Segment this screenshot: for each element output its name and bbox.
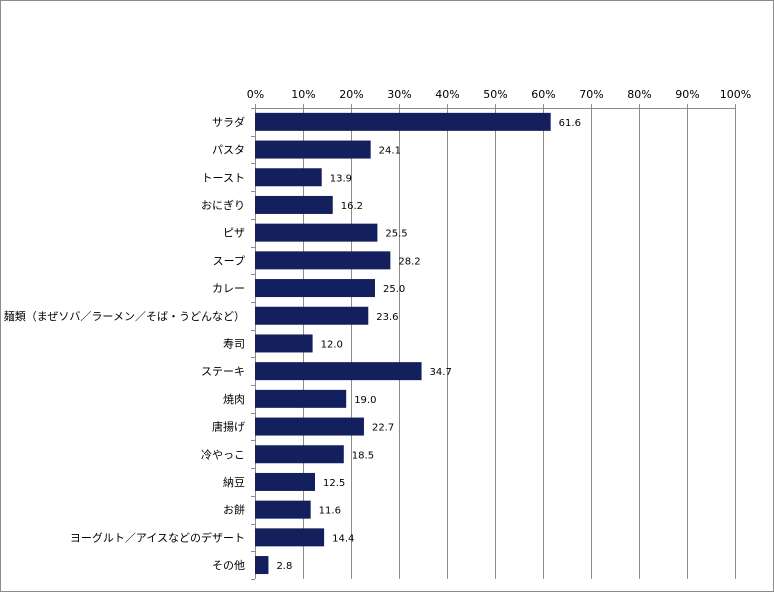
bar [255, 556, 269, 575]
gridlines [251, 104, 736, 580]
category-label: カレー [212, 282, 245, 295]
value-label: 12.5 [323, 478, 345, 489]
value-label: 19.0 [354, 395, 376, 406]
x-tick-label: 80% [627, 88, 651, 101]
category-label: 麺類（まぜソバ／ラーメン／そば・うどんなど） [4, 310, 245, 323]
bar [255, 472, 315, 491]
category-label: スープ [213, 254, 245, 267]
category-label: お餅 [223, 503, 245, 517]
category-labels: サラダパスタトーストおにぎりピザスープカレー麺類（まぜソバ／ラーメン／そば・うど… [4, 115, 245, 572]
x-tick-label: 60% [531, 88, 555, 101]
value-label: 14.4 [332, 533, 354, 544]
bar [255, 279, 375, 298]
category-label: ステーキ [201, 365, 245, 378]
value-label: 11.6 [319, 506, 341, 517]
x-tick-label: 30% [387, 88, 411, 101]
category-label: ヨーグルト／アイスなどのデザート [70, 530, 245, 544]
category-label: 冷やっこ [201, 448, 245, 461]
bar [255, 389, 347, 408]
x-tick-label: 100% [720, 88, 751, 101]
bar [255, 140, 371, 159]
category-label: パスタ [212, 144, 245, 157]
category-label: ピザ [223, 227, 245, 240]
value-label: 24.1 [379, 146, 401, 157]
x-tick-label: 90% [675, 88, 699, 101]
value-label: 23.6 [376, 312, 398, 323]
value-label: 61.6 [559, 118, 581, 129]
category-label: 焼肉 [223, 393, 245, 406]
value-label: 28.2 [398, 256, 420, 267]
value-label: 12.0 [321, 339, 343, 350]
value-label: 25.5 [385, 229, 407, 240]
category-label: おにぎり [201, 198, 245, 212]
category-label: 納豆 [223, 476, 245, 489]
bar [255, 168, 322, 187]
value-label: 13.9 [330, 173, 352, 184]
x-tick-label: 0% [247, 88, 264, 101]
value-label: 22.7 [372, 423, 394, 434]
bar [255, 445, 344, 464]
bar [255, 334, 313, 353]
bar [255, 251, 391, 270]
value-label: 2.8 [276, 561, 292, 572]
value-label: 18.5 [352, 450, 374, 461]
value-label: 34.7 [430, 367, 452, 378]
bars [255, 112, 551, 575]
bar [255, 500, 311, 519]
category-label: トースト [202, 171, 245, 184]
x-tick-label: 70% [579, 88, 603, 101]
bar [255, 112, 551, 131]
value-label: 16.2 [341, 201, 363, 212]
value-label: 25.0 [383, 284, 405, 295]
bar [255, 528, 325, 547]
bar [255, 306, 369, 325]
x-tick-label: 20% [339, 88, 363, 101]
data-labels: 61.6 24.1 13.9 16.2 25.5 28.2 25.0 23.6 12.0 34.7… [276, 118, 581, 572]
bar [255, 223, 378, 242]
x-tick-label: 40% [435, 88, 459, 101]
category-label: サラダ [212, 115, 245, 129]
x-tick-label: 10% [291, 88, 315, 101]
category-label: 寿司 [223, 336, 245, 350]
x-axis-ticks: 0% 10% 20% 30% 40% 50% 60% 70% 80% 90% 100% [247, 88, 751, 101]
x-tick-label: 50% [483, 88, 507, 101]
bar [255, 417, 364, 436]
bar [255, 195, 333, 214]
bar [255, 362, 422, 381]
category-label: 唐揚げ [212, 420, 245, 434]
category-label: その他 [212, 559, 245, 572]
